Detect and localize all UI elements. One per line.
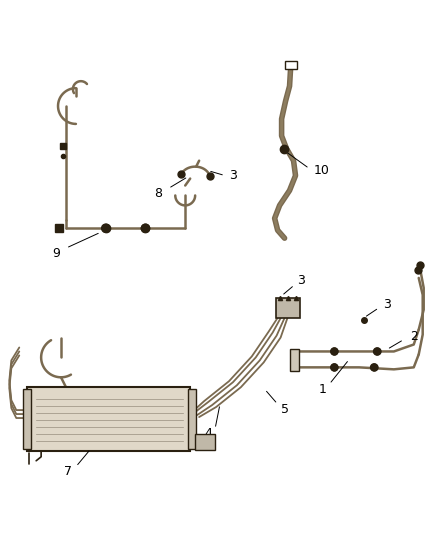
Text: 5: 5: [281, 402, 289, 416]
Bar: [23, 389, 31, 449]
Text: 4: 4: [204, 427, 212, 440]
Text: 3: 3: [297, 274, 305, 287]
Text: 10: 10: [314, 164, 329, 177]
Text: 8: 8: [154, 187, 162, 200]
Bar: [290, 350, 300, 372]
Text: 2: 2: [410, 330, 418, 343]
Text: 9: 9: [52, 247, 60, 260]
Text: 3: 3: [229, 169, 237, 182]
Bar: [285, 61, 297, 69]
Text: 1: 1: [318, 383, 326, 395]
Text: 3: 3: [383, 298, 391, 311]
Bar: [276, 298, 300, 318]
FancyBboxPatch shape: [27, 387, 190, 451]
Bar: [188, 389, 196, 449]
Bar: [195, 434, 215, 450]
Text: 7: 7: [64, 465, 72, 478]
